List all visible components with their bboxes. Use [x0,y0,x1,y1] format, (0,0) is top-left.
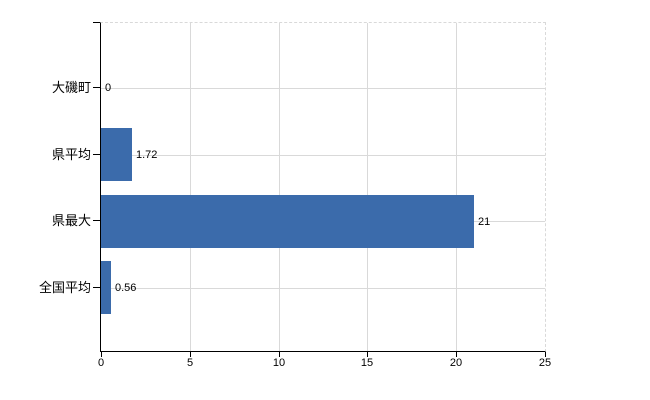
bar-row: 21 [101,195,545,248]
x-axis-label: 10 [272,357,286,369]
gridline-horizontal [101,155,545,156]
value-label: 0 [105,81,112,94]
y-axis-tick [93,22,100,23]
x-axis-tick [279,352,280,357]
y-axis-tick [93,287,100,288]
value-label: 0.56 [115,281,137,294]
y-axis-tick [93,87,100,88]
bar [101,128,132,181]
gridline-horizontal [101,288,545,289]
bar [101,195,474,248]
plot-area: 0 1.72 21 0.56 [100,22,546,352]
gridline-vertical [456,23,458,351]
x-axis-tick [367,352,368,357]
category-label: 県平均 [51,147,91,162]
gridline-vertical [189,23,191,351]
x-axis-label: 20 [449,357,463,369]
x-axis-label: 15 [360,357,374,369]
x-axis-tick [456,352,457,357]
gridline-vertical [278,23,280,351]
y-axis-tick [93,154,100,155]
gridline-vertical [367,23,369,351]
value-label: 21 [478,215,491,228]
bar-row: 0.56 [101,261,545,314]
x-axis-label: 0 [97,357,105,369]
bar-row: 0 [101,61,545,114]
y-axis-tick [93,220,100,221]
bar-row: 1.72 [101,128,545,181]
category-label: 県最大 [51,213,91,228]
category-label: 全国平均 [38,280,91,295]
category-label: 大磯町 [51,80,91,95]
value-label: 1.72 [136,148,158,161]
x-axis-label: 25 [538,357,552,369]
x-axis-label: 5 [186,357,194,369]
gridline-horizontal [101,88,545,89]
x-axis-tick [101,352,102,357]
x-axis-tick [545,352,546,357]
x-axis-tick [190,352,191,357]
bar [101,261,111,314]
